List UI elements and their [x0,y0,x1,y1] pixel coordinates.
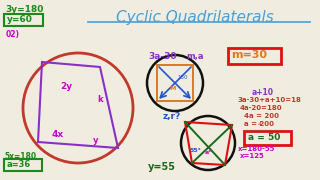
Text: 4a = 200: 4a = 200 [244,113,279,119]
Text: 02): 02) [6,30,20,39]
Text: x=180-55: x=180-55 [238,146,276,152]
Text: a = 200: a = 200 [244,121,274,127]
Text: a°: a° [205,150,212,155]
Text: a+10: a+10 [252,88,274,97]
Text: m=30: m=30 [231,50,267,60]
Text: y=60: y=60 [7,15,33,24]
Text: 3a-30: 3a-30 [148,52,177,61]
Text: 3y=180: 3y=180 [5,5,44,14]
Text: y=55: y=55 [148,162,176,172]
Text: 3a-30+a+10=18: 3a-30+a+10=18 [238,97,302,103]
Text: m,a: m,a [186,52,204,61]
Text: 4a-20=180: 4a-20=180 [240,105,283,111]
Text: a=36: a=36 [7,160,31,169]
Text: z,r?: z,r? [163,112,181,121]
Text: 4: 4 [258,122,262,127]
Text: 55°: 55° [190,148,202,153]
Text: 2y: 2y [60,82,72,91]
Text: x=125: x=125 [240,153,265,159]
Text: 150: 150 [177,75,188,80]
Text: a = 50: a = 50 [248,133,280,142]
Text: 4x: 4x [52,130,64,139]
Text: 5x=180: 5x=180 [4,152,36,161]
Text: Cyclic Quadrilaterals: Cyclic Quadrilaterals [116,10,274,25]
Text: k: k [97,95,103,104]
Text: y: y [93,136,99,145]
Text: M: M [170,86,176,91]
